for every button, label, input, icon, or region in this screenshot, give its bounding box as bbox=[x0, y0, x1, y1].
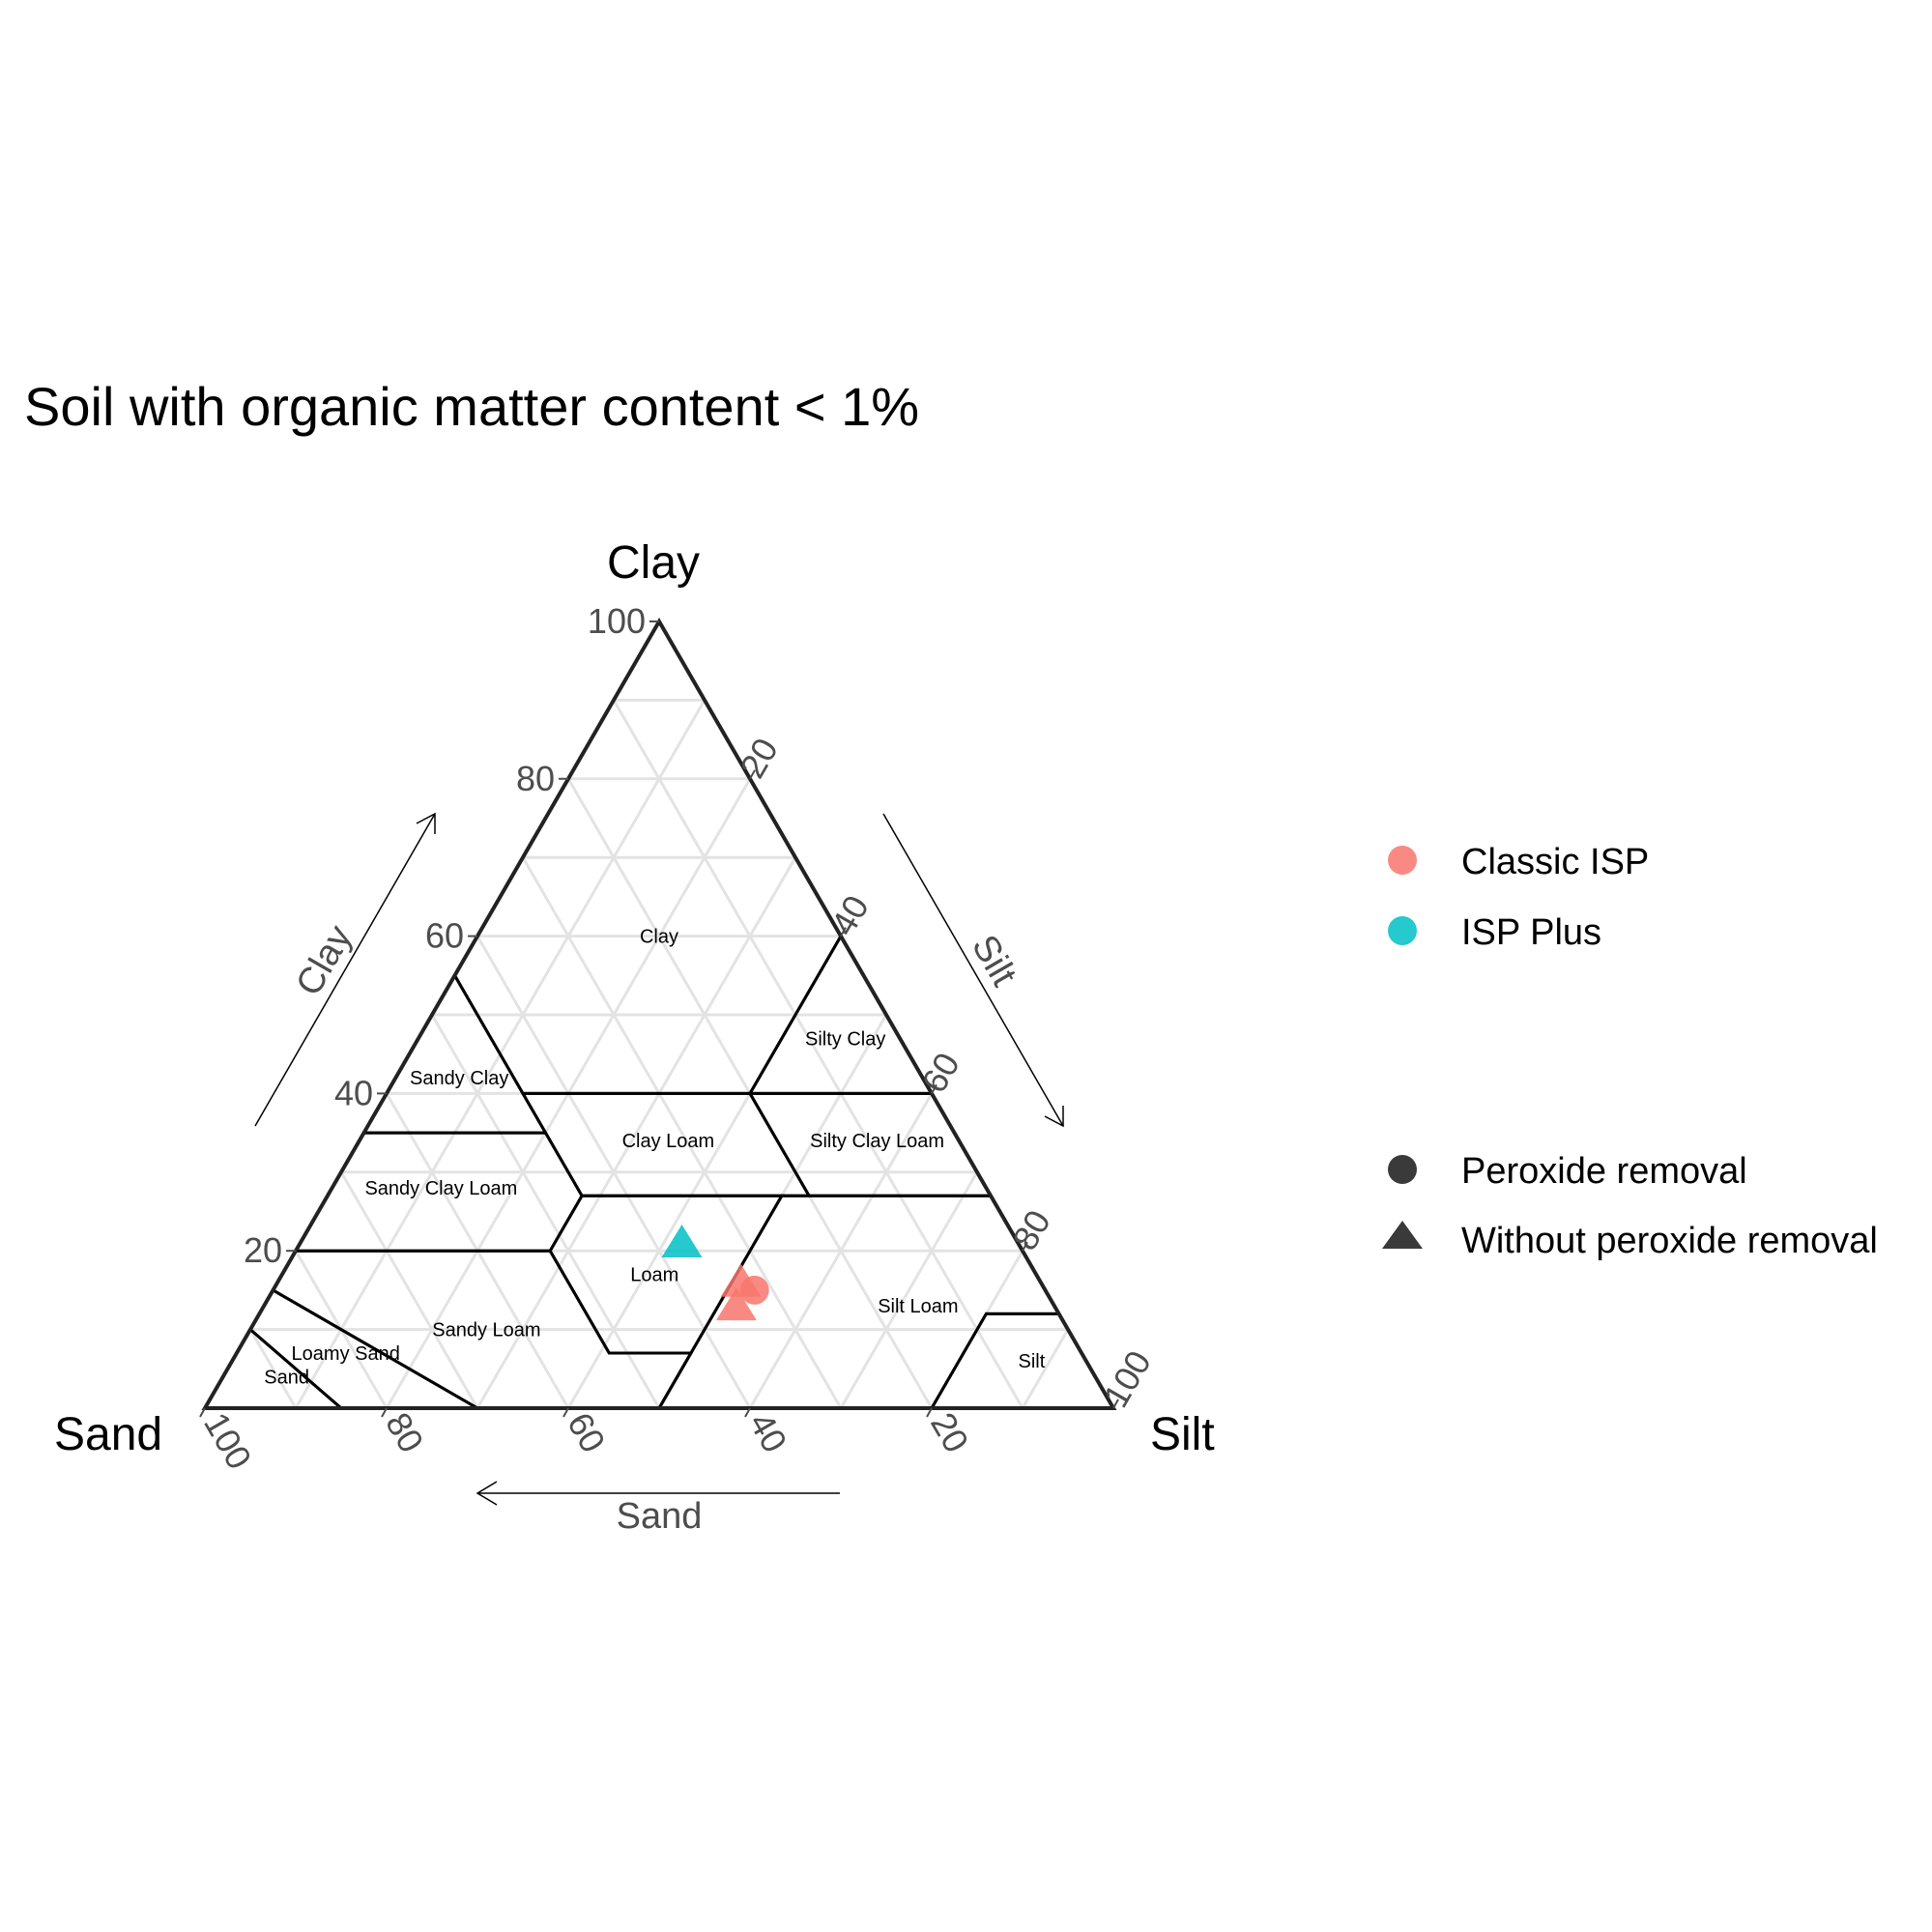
silt-corner-label: Silt bbox=[1150, 1409, 1215, 1460]
chart-title: Soil with organic matter content < 1% bbox=[24, 376, 919, 437]
grid-line-sand-50 bbox=[430, 1014, 661, 1409]
legend-marker-peroxide-removal bbox=[1388, 1155, 1417, 1184]
region-label-clay: Clay bbox=[640, 927, 678, 948]
tick-label-clay-20: 20 bbox=[244, 1230, 282, 1270]
clay-arrow-line bbox=[254, 813, 436, 1127]
triangle-frame bbox=[201, 618, 1117, 1410]
tick-silt-40 bbox=[840, 927, 847, 937]
tick-label-sand-80: 80 bbox=[378, 1406, 432, 1459]
legend-marker-classic-isp bbox=[1388, 846, 1417, 875]
tick-silt-100 bbox=[1112, 1399, 1119, 1409]
tick-label-clay-60: 60 bbox=[425, 916, 464, 956]
grid-line-silt-60 bbox=[748, 1092, 934, 1409]
color-legend: Classic ISP ISP Plus bbox=[1388, 842, 1649, 953]
clay-arrow-head bbox=[416, 812, 436, 834]
clay-axis-arrow bbox=[254, 812, 436, 1127]
region-label-silty-clay: Silty Clay bbox=[805, 1028, 885, 1050]
tick-label-sand-20: 20 bbox=[923, 1406, 977, 1459]
point-classic-isp-1 bbox=[720, 1263, 762, 1297]
tick-label-sand-100: 100 bbox=[196, 1406, 260, 1477]
silt-arrow-head bbox=[1044, 1106, 1064, 1128]
legend-label-without-peroxide-removal: Without peroxide removal bbox=[1461, 1221, 1878, 1261]
grid-line-sand-30 bbox=[521, 856, 843, 1409]
region-label-loamy-sand: Loamy Sand bbox=[292, 1343, 400, 1365]
region-label-silty-clay-loam: Silty Clay Loam bbox=[810, 1131, 944, 1152]
silt-axis-title: Silt bbox=[964, 929, 1024, 994]
region-label-loam: Loam bbox=[630, 1265, 678, 1286]
axis-ticks: 20 20 20 40 40 40 60 60 60 80 80 80 100 100 100 bbox=[196, 601, 1159, 1476]
sand-corner-label: Sand bbox=[54, 1409, 162, 1460]
legend-label-peroxide-removal: Peroxide removal bbox=[1461, 1151, 1747, 1192]
legend-marker-without-peroxide-removal bbox=[1382, 1221, 1423, 1249]
point-isp-plus-0 bbox=[661, 1225, 703, 1258]
legend-marker-isp-plus bbox=[1388, 916, 1417, 945]
grid-line-silt-90 bbox=[1021, 1328, 1070, 1409]
tick-silt-80 bbox=[1022, 1241, 1028, 1252]
sand-axis-title: Sand bbox=[617, 1496, 703, 1537]
sand-axis-arrow bbox=[476, 1481, 840, 1506]
region-label-sand: Sand bbox=[264, 1367, 309, 1388]
clay-corner-label: Clay bbox=[607, 537, 700, 589]
tick-sand-80 bbox=[381, 1407, 388, 1418]
tick-sand-20 bbox=[926, 1407, 933, 1418]
region-label-sandy-clay: Sandy Clay bbox=[410, 1068, 508, 1089]
region-label-silt-loam: Silt Loam bbox=[878, 1296, 958, 1317]
shape-legend: Peroxide removal Without peroxide remova… bbox=[1382, 1151, 1878, 1261]
tick-label-clay-40: 40 bbox=[334, 1073, 373, 1112]
tick-label-clay-100: 100 bbox=[588, 601, 646, 641]
data-points bbox=[661, 1225, 769, 1321]
tick-sand-100 bbox=[199, 1407, 206, 1418]
tick-sand-60 bbox=[562, 1407, 569, 1418]
tick-label-sand-40: 40 bbox=[741, 1406, 795, 1459]
point-classic-isp-2 bbox=[715, 1287, 757, 1321]
region-label-sandy-loam: Sandy Loam bbox=[432, 1320, 540, 1341]
legend-label-isp-plus: ISP Plus bbox=[1461, 912, 1601, 953]
tick-sand-40 bbox=[744, 1407, 751, 1418]
grid-line-sand-90 bbox=[248, 1328, 298, 1409]
legend-label-classic-isp: Classic ISP bbox=[1461, 842, 1649, 882]
silt-axis-arrow bbox=[882, 813, 1064, 1128]
tick-label-clay-80: 80 bbox=[516, 759, 555, 798]
sand-arrow-head bbox=[476, 1481, 498, 1506]
tick-silt-20 bbox=[749, 769, 756, 780]
grid-line-silt-70 bbox=[839, 1171, 979, 1409]
tick-silt-60 bbox=[931, 1083, 937, 1094]
region-label-clay-loam: Clay Loam bbox=[622, 1131, 715, 1152]
grid-line-silt-30 bbox=[476, 856, 797, 1409]
tick-label-sand-60: 60 bbox=[560, 1406, 614, 1459]
tick-label-silt-40: 40 bbox=[822, 888, 877, 941]
tick-label-silt-80: 80 bbox=[1004, 1203, 1058, 1256]
tick-label-silt-60: 60 bbox=[913, 1046, 967, 1099]
region-label-silt: Silt bbox=[1019, 1351, 1046, 1372]
region-label-sandy-clay-loam: Sandy Clay Loam bbox=[364, 1178, 517, 1199]
tick-label-silt-20: 20 bbox=[732, 732, 786, 785]
region-labels: Clay Silty Clay Sandy Clay Clay Loam Silty C… bbox=[264, 927, 1045, 1389]
tick-label-silt-100: 100 bbox=[1095, 1343, 1159, 1414]
silt-arrow-line bbox=[882, 813, 1064, 1127]
grid-line-sand-70 bbox=[339, 1171, 479, 1409]
grid-line-sand-10 bbox=[612, 699, 1024, 1409]
triangle-border bbox=[201, 618, 1117, 1410]
